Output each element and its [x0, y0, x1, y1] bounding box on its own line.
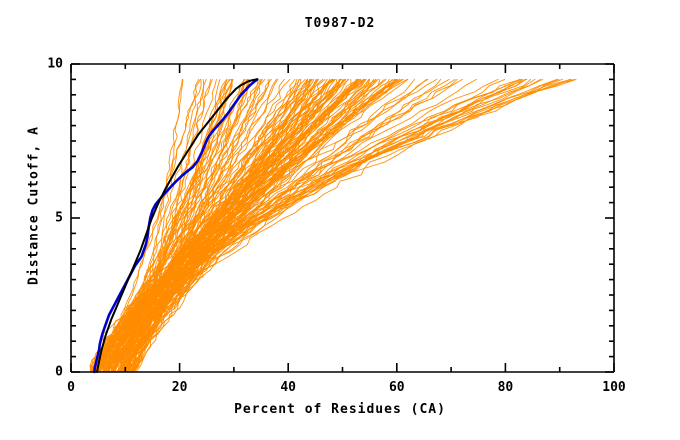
y-tick-label: 0 [55, 364, 63, 380]
page-title: T0987-D2 [304, 16, 376, 31]
x-tick-label: 20 [171, 380, 188, 395]
x-tick-label: 60 [388, 380, 405, 395]
highlighted-curves [93, 78, 259, 374]
x-axis-label: Percent of Residues (CA) [234, 402, 446, 417]
x-tick-label: 40 [280, 380, 297, 395]
model-ensemble-curves [89, 78, 577, 373]
axis-frame [70, 63, 615, 373]
x-tick-label: 80 [497, 380, 514, 395]
x-tick-label: 100 [602, 380, 626, 395]
y-tick-label: 10 [47, 56, 63, 72]
x-tick-label: 0 [67, 380, 75, 395]
y-tick-label: 5 [55, 210, 63, 226]
